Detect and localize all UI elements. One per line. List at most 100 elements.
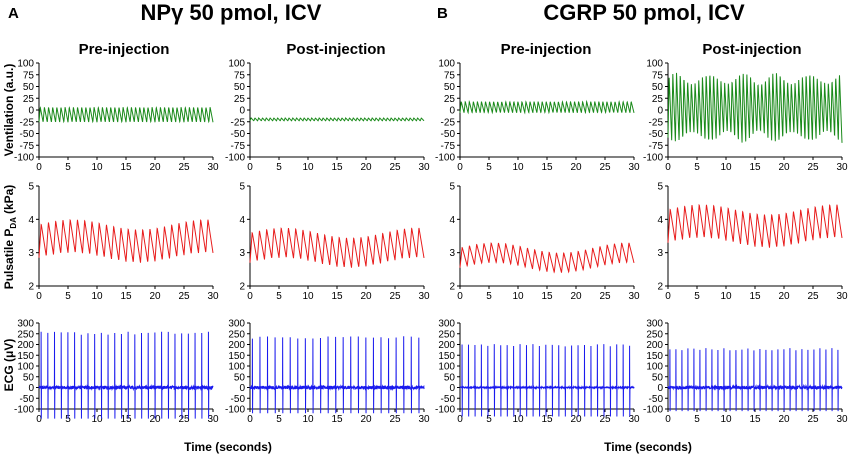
panel-title-b: CGRP 50 pmol, ICV <box>543 0 745 25</box>
trace-ventilation <box>38 106 214 124</box>
y-tick-label: -50 <box>441 394 456 405</box>
x-tick-label: 10 <box>720 291 732 302</box>
x-tick-label: 20 <box>570 291 582 302</box>
x-tick-label: 5 <box>65 414 71 425</box>
x-tick-label: 15 <box>331 291 343 302</box>
y-tick-label: 4 <box>28 215 34 226</box>
y-tick-label: 50 <box>444 82 456 93</box>
x-tick-label: 15 <box>541 291 553 302</box>
y-tick-label: 200 <box>17 340 34 351</box>
column-header-a-pre: Pre-injection <box>79 41 170 58</box>
column-header-b-pre: Pre-injection <box>501 41 592 58</box>
x-tick-label: 20 <box>149 291 161 302</box>
y-tick-label: 75 <box>652 70 664 81</box>
trace-pulsatile <box>249 227 425 268</box>
x-tick-label: 5 <box>486 162 492 173</box>
x-tick-label: 15 <box>541 414 553 425</box>
y-tick-label: 3 <box>449 248 455 259</box>
x-tick-label: 5 <box>276 291 282 302</box>
x-tick-label: 20 <box>778 162 790 173</box>
y-tick-label: 75 <box>444 70 456 81</box>
xlabel-b: Time (seconds) <box>604 440 692 454</box>
y-tick-label: 50 <box>23 82 35 93</box>
x-tick-label: 10 <box>91 162 103 173</box>
y-tick-label: 3 <box>657 248 663 259</box>
y-tick-label: -50 <box>231 394 246 405</box>
trace-ecg <box>38 331 214 419</box>
x-tick-label: 0 <box>665 162 671 173</box>
y-tick-label: 150 <box>646 351 663 362</box>
x-tick-label: 10 <box>512 162 524 173</box>
y-tick-label: 2 <box>449 282 455 293</box>
x-tick-label: 10 <box>302 414 314 425</box>
ylabel-pulsatile: Pulsatile PDA (kPa) <box>2 185 18 290</box>
ylabel-pulsatile-main: Pulsatile P <box>2 229 16 290</box>
x-tick-label: 0 <box>247 291 253 302</box>
x-tick-label: 20 <box>570 162 582 173</box>
x-tick-label: 5 <box>694 291 700 302</box>
y-tick-label: 25 <box>652 94 664 105</box>
y-tick-label: 0 <box>657 383 663 394</box>
y-tick-label: 50 <box>234 372 246 383</box>
y-tick-label: 25 <box>23 94 35 105</box>
x-tick-label: 0 <box>665 291 671 302</box>
y-tick-label: 300 <box>17 319 34 330</box>
y-tick-label: -75 <box>231 141 246 152</box>
x-tick-label: 20 <box>360 162 372 173</box>
ylabel-pulsatile-unit: (kPa) <box>2 185 16 214</box>
x-tick-label: 5 <box>694 414 700 425</box>
y-tick-label: 250 <box>228 329 245 340</box>
y-tick-label: 5 <box>449 182 455 193</box>
plot-pulsatile-b-pre: 5 4 3 20 5 10 15 20 25 30 <box>449 182 640 303</box>
y-tick-label: 200 <box>228 340 245 351</box>
x-tick-label: 5 <box>276 162 282 173</box>
y-tick-label: 4 <box>449 215 455 226</box>
trace-ventilation <box>249 117 425 122</box>
x-tick-label: 0 <box>36 414 42 425</box>
y-tick-label: -75 <box>649 141 664 152</box>
x-tick-label: 30 <box>418 414 430 425</box>
y-tick-label: 25 <box>444 94 456 105</box>
y-tick-label: 50 <box>23 372 35 383</box>
x-tick-label: 25 <box>389 291 401 302</box>
x-tick-label: 5 <box>65 291 71 302</box>
x-tick-label: 0 <box>247 162 253 173</box>
y-tick-label: -100 <box>643 153 663 164</box>
y-tick-label: 0 <box>239 383 245 394</box>
y-tick-label: -50 <box>20 129 35 140</box>
y-tick-label: 3 <box>28 248 34 259</box>
trace-ecg <box>249 336 425 414</box>
x-tick-label: 30 <box>418 291 430 302</box>
y-tick-label: -50 <box>441 129 456 140</box>
y-tick-label: -100 <box>225 153 245 164</box>
ylabel-pulsatile-subscript: DA <box>9 217 18 229</box>
y-tick-label: 150 <box>17 351 34 362</box>
x-tick-label: 10 <box>720 414 732 425</box>
x-tick-label: 5 <box>276 414 282 425</box>
y-tick-label: -75 <box>441 141 456 152</box>
x-tick-label: 15 <box>120 291 132 302</box>
x-tick-label: 5 <box>694 162 700 173</box>
x-tick-label: 15 <box>749 291 761 302</box>
trace-pulsatile <box>459 242 635 274</box>
x-tick-label: 15 <box>120 414 132 425</box>
column-header-a-post: Post-injection <box>286 41 385 58</box>
x-tick-label: 10 <box>512 414 524 425</box>
panel-letter-a: A <box>8 5 19 22</box>
y-tick-label: 2 <box>28 282 34 293</box>
x-tick-label: 0 <box>36 291 42 302</box>
x-tick-label: 15 <box>541 162 553 173</box>
x-tick-label: 30 <box>207 291 219 302</box>
x-tick-label: 10 <box>302 291 314 302</box>
y-tick-label: 2 <box>657 282 663 293</box>
y-tick-label: -100 <box>435 153 455 164</box>
x-tick-label: 30 <box>207 162 219 173</box>
plot-pulsatile-b-post: 5 4 3 20 5 10 15 20 25 30 <box>657 182 848 303</box>
y-tick-label: -100 <box>225 405 245 416</box>
y-tick-label: 4 <box>657 215 663 226</box>
x-tick-label: 25 <box>178 414 190 425</box>
